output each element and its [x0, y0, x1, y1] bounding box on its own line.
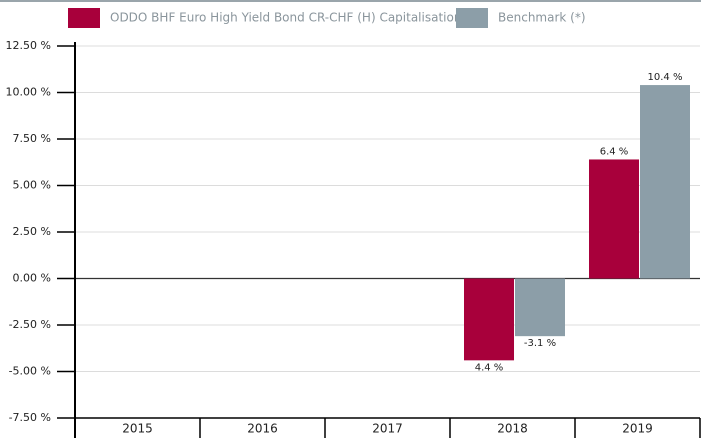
bar [589, 159, 639, 279]
y-tick-label: -2.50 % [9, 318, 51, 331]
legend-label: Benchmark (*) [498, 11, 586, 25]
y-tick-label: 12.50 % [6, 39, 51, 52]
y-tick-label: 5.00 % [13, 179, 51, 192]
y-tick-label: 2.50 % [13, 225, 51, 238]
value-label: -3.1 % [524, 338, 556, 349]
x-tick-label: 2016 [247, 422, 278, 436]
legend-swatch [456, 8, 488, 28]
y-tick-label: 10.00 % [6, 86, 51, 99]
value-label: 6.4 % [600, 146, 629, 157]
bar [464, 278, 514, 361]
bar [640, 85, 690, 279]
y-tick-label: -5.00 % [9, 365, 51, 378]
y-tick-label: -7.50 % [9, 411, 51, 424]
value-label: 4.4 % [475, 362, 504, 373]
x-tick-label: 2019 [622, 422, 653, 436]
value-label: 10.4 % [648, 72, 683, 83]
x-tick-label: 2015 [122, 422, 153, 436]
x-tick-label: 2018 [497, 422, 528, 436]
bar [515, 278, 565, 337]
x-tick-label: 2017 [372, 422, 403, 436]
y-tick-label: 0.00 % [13, 272, 51, 285]
y-tick-label: 7.50 % [13, 132, 51, 145]
legend-label: ODDO BHF Euro High Yield Bond CR-CHF (H)… [110, 11, 461, 25]
legend-swatch [68, 8, 100, 28]
